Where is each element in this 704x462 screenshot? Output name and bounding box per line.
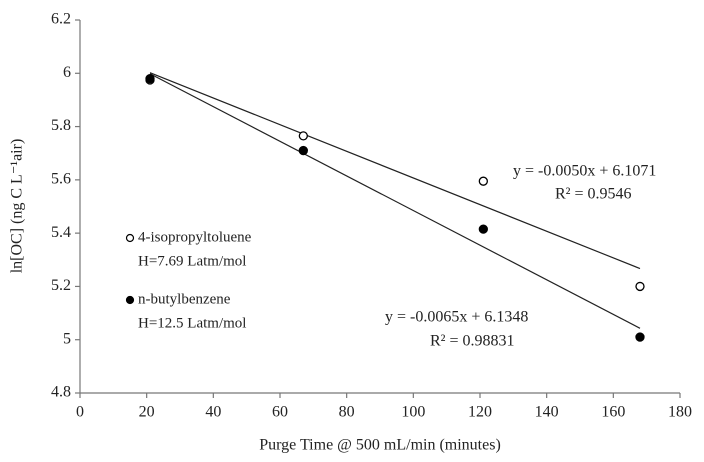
x-tick-label: 60	[272, 404, 288, 421]
legend-marker	[125, 233, 135, 243]
y-tick-label: 5.2	[51, 277, 71, 294]
y-tick-label: 5	[63, 330, 71, 347]
trend-r2: R² = 0.9546	[555, 186, 632, 203]
x-tick-label: 0	[76, 404, 84, 421]
x-tick-label: 40	[205, 404, 221, 421]
y-tick-label: 5.6	[51, 171, 71, 188]
x-axis-title: Purge Time @ 500 mL/min (minutes)	[259, 437, 501, 454]
x-tick-label: 140	[535, 404, 559, 421]
x-tick-label: 160	[601, 404, 625, 421]
x-tick-label: 80	[339, 404, 355, 421]
legend-note: H=7.69 Latm/mol	[138, 253, 246, 269]
y-tick-label: 6.2	[51, 11, 71, 28]
y-tick-label: 6	[63, 64, 71, 81]
x-tick-label: 20	[139, 404, 155, 421]
y-tick-label: 5.4	[51, 224, 71, 241]
data-point	[635, 332, 645, 342]
x-tick-label: 180	[668, 404, 692, 421]
x-tick-label: 120	[468, 404, 492, 421]
trendline	[149, 72, 641, 270]
legend-note: H=12.5 Latm/mol	[138, 315, 246, 331]
trendline	[149, 73, 641, 329]
x-tick-label: 100	[401, 404, 425, 421]
y-axis-title: ln[OC] (ng C L⁻¹air)	[9, 139, 26, 274]
data-point	[478, 224, 488, 234]
data-point	[298, 145, 308, 156]
legend-label: n-butylbenzene	[138, 291, 231, 307]
data-point	[298, 131, 308, 141]
data-point	[635, 281, 645, 292]
data-point	[478, 176, 488, 186]
y-tick-label: 4.8	[51, 384, 71, 401]
legend-label: 4-isopropyltoluene	[138, 229, 252, 245]
legend-marker	[125, 295, 135, 305]
trend-equation: y = -0.0065x + 6.1348	[385, 309, 528, 326]
data-point	[145, 73, 155, 84]
trend-equation: y = -0.0050x + 6.1071	[513, 163, 656, 180]
trend-r2: R² = 0.98831	[430, 333, 515, 350]
y-tick-label: 5.8	[51, 117, 71, 134]
